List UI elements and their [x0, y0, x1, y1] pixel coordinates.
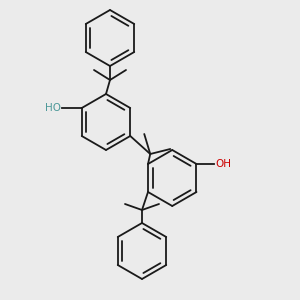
Text: OH: OH	[215, 159, 232, 169]
Text: HO: HO	[45, 103, 61, 113]
